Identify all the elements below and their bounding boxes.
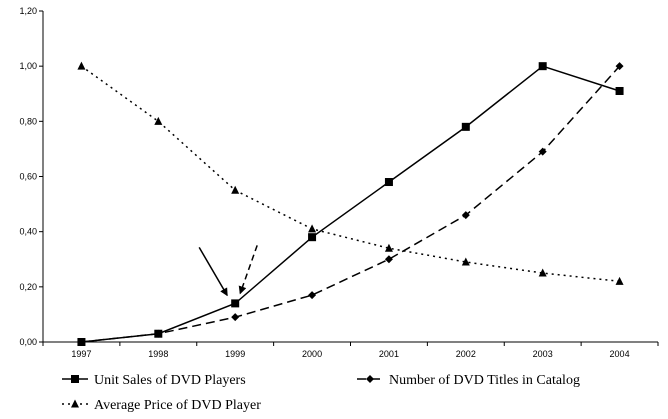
- data-point: [538, 62, 547, 71]
- data-point: [77, 338, 86, 346]
- x-tick-label: 1998: [148, 349, 168, 359]
- annotation-arrow-solid: [198, 247, 228, 297]
- data-point: [538, 268, 547, 277]
- annotation-arrow-dashed: [238, 245, 258, 295]
- x-tick-label: 2003: [533, 349, 553, 359]
- data-point: [615, 62, 624, 71]
- data-point: [461, 257, 470, 266]
- data-point: [384, 243, 393, 252]
- legend-swatch-marker: [71, 375, 79, 383]
- y-tick-label: 0,60: [19, 172, 37, 182]
- data-point: [231, 185, 240, 194]
- legend-swatch-marker: [71, 399, 79, 408]
- data-point: [615, 276, 624, 285]
- series-line: [81, 65, 621, 343]
- chart-series: [77, 61, 624, 346]
- series-2: [77, 62, 624, 346]
- data-point: [384, 255, 393, 264]
- legend-label: Unit Sales of DVD Players: [94, 373, 246, 388]
- y-axis-ticks: 0,00 0,20 0,40 0,60 0,80 1,00 1,20: [19, 6, 43, 347]
- series-3: [77, 61, 624, 285]
- x-tick-label: 2002: [456, 349, 476, 359]
- y-tick-label: 1,00: [19, 61, 37, 71]
- legend-item-3: Average Price of DVD Player: [62, 398, 261, 413]
- legend-swatch-marker: [366, 375, 374, 383]
- series-line: [81, 65, 620, 283]
- x-tick-label: 1999: [225, 349, 245, 359]
- legend-label: Number of DVD Titles in Catalog: [389, 373, 580, 388]
- x-tick-label: 1997: [71, 349, 91, 359]
- data-point: [384, 178, 393, 187]
- y-tick-label: 0,20: [19, 282, 37, 292]
- data-point: [461, 211, 470, 220]
- chart-legend: Unit Sales of DVD Players Number of DVD T…: [62, 373, 580, 413]
- series-1: [77, 62, 624, 346]
- x-tick-label: 2004: [610, 349, 630, 359]
- chart-annotations: [198, 245, 258, 297]
- data-point: [308, 233, 317, 242]
- y-tick-label: 0,80: [19, 116, 37, 126]
- data-point: [461, 122, 470, 131]
- legend-label: Average Price of DVD Player: [94, 398, 261, 413]
- legend-item-1: Unit Sales of DVD Players: [62, 373, 246, 388]
- data-point: [154, 329, 163, 338]
- x-axis-ticks: 1997 1998 1999 2000 2001 2002 2003 2004: [42, 342, 659, 359]
- series-line: [81, 65, 620, 343]
- legend-item-2: Number of DVD Titles in Catalog: [357, 373, 580, 388]
- data-point: [308, 224, 317, 233]
- x-tick-label: 2001: [379, 349, 399, 359]
- data-point: [538, 147, 547, 156]
- y-tick-label: 0,00: [19, 337, 37, 347]
- chart-axes: [42, 11, 658, 343]
- data-point: [231, 299, 240, 308]
- data-point: [154, 116, 163, 125]
- data-point: [615, 86, 624, 95]
- data-point: [77, 61, 86, 70]
- data-point: [308, 291, 317, 300]
- x-tick-label: 2000: [302, 349, 322, 359]
- y-tick-label: 0,40: [19, 227, 37, 237]
- y-tick-label: 1,20: [19, 6, 37, 16]
- data-point: [231, 313, 240, 322]
